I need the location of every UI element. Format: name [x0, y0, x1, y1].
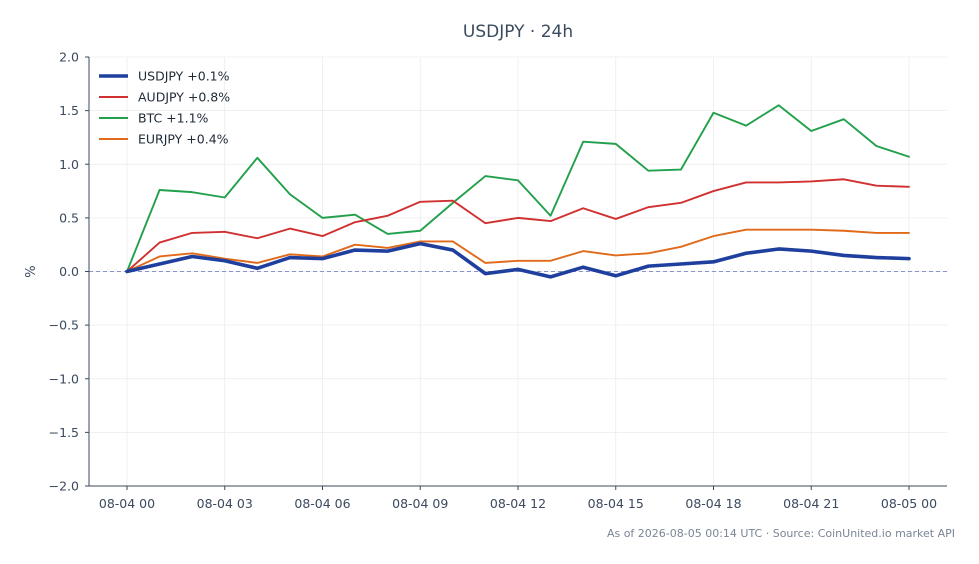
legend: USDJPY +0.1% AUDJPY +0.8% BTC +1.1% EURJPY … [99, 69, 230, 147]
series-line-0 [125, 241, 911, 279]
y-tick-label: −1.0 [49, 371, 79, 386]
x-tick-label: 08-04 12 [490, 496, 546, 511]
series-layer [125, 104, 911, 279]
series-line-3 [126, 228, 910, 273]
x-tick-label: 08-04 06 [294, 496, 350, 511]
y-tick-label: 1.5 [59, 103, 79, 118]
x-tick-label: 08-04 09 [392, 496, 448, 511]
legend-label-2: BTC +1.1% [138, 111, 209, 126]
x-tick-label: 08-04 00 [99, 496, 155, 511]
source-note: As of 2026-08-05 00:14 UTC · Source: Coi… [607, 527, 955, 540]
y-tick-label: −2.0 [49, 479, 79, 494]
x-tick-label: 08-04 03 [197, 496, 253, 511]
x-tick-label: 08-05 00 [881, 496, 937, 511]
y-tick-label: 0.0 [59, 264, 79, 279]
y-tick-label: −1.5 [49, 425, 79, 440]
y-tick-label: 1.0 [59, 157, 79, 172]
x-tick-label: 08-04 15 [588, 496, 644, 511]
y-tick-label: 0.5 [59, 210, 79, 225]
x-tick-label: 08-04 21 [783, 496, 839, 511]
y-tick-label: −0.5 [49, 318, 79, 333]
legend-label-0: USDJPY +0.1% [138, 69, 230, 84]
ticks-layer: 2.0 1.5 1.0 0.5 0.0 −0.5 −1.0 −1.5 −2.0 08-04 00 0… [49, 50, 938, 512]
legend-label-3: EURJPY +0.4% [138, 132, 229, 147]
y-tick-label: 2.0 [59, 50, 79, 65]
chart-title: USDJPY · 24h [463, 22, 573, 42]
series-line-2 [126, 104, 910, 273]
y-axis-label: % [24, 265, 39, 277]
legend-label-1: AUDJPY +0.8% [138, 90, 230, 105]
series-line-1 [126, 178, 910, 273]
x-tick-label: 08-04 18 [685, 496, 741, 511]
